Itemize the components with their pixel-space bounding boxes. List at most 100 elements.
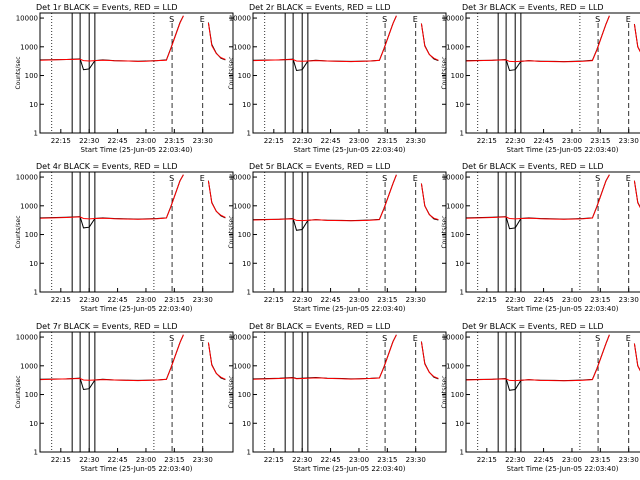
y-tick-label: 1 [34, 289, 38, 297]
series-line-events [466, 174, 640, 230]
y-tick-label: 1 [460, 130, 464, 138]
y-tick-label: 10 [242, 101, 251, 109]
y-tick-label: 1000 [233, 43, 251, 51]
start-annotation: S [169, 174, 174, 183]
start-annotation: S [169, 334, 174, 343]
start-annotation: S [169, 15, 174, 24]
y-tick-label: 1 [460, 449, 464, 457]
x-tick-label: 23:00 [349, 137, 369, 145]
y-tick-label: 10 [455, 420, 464, 428]
y-tick-label: 10000 [442, 15, 464, 23]
panel-title: Det 8r BLACK = Events, RED = LLD [249, 322, 391, 331]
x-axis-label: Start Time (25-Jun-05 22:03:40) [294, 465, 406, 473]
y-axis-label: Counts/sec [441, 375, 448, 408]
detector-panel-2: Det 2r BLACK = Events, RED = LLD S E 1 10 100… [228, 3, 447, 154]
y-tick-label: 10 [455, 101, 464, 109]
series-line-lld [466, 334, 640, 382]
y-tick-label: 10 [242, 260, 251, 268]
y-tick-label: 1000 [20, 202, 38, 210]
y-tick-label: 1000 [446, 202, 464, 210]
y-tick-label: 1000 [233, 362, 251, 370]
x-tick-label: 22:45 [107, 456, 127, 464]
x-tick-label: 22:30 [505, 296, 525, 304]
start-annotation: S [595, 15, 600, 24]
x-tick-label: 23:15 [377, 296, 397, 304]
x-axis-label: Start Time (25-Jun-05 22:03:40) [507, 146, 619, 154]
end-annotation: E [413, 334, 418, 343]
y-tick-label: 100 [451, 72, 464, 80]
x-tick-label: 23:15 [164, 456, 184, 464]
x-tick-label: 22:15 [264, 137, 284, 145]
series-line-lld [253, 15, 439, 63]
y-tick-label: 1 [247, 449, 251, 457]
x-tick-label: 22:15 [477, 456, 497, 464]
x-tick-label: 23:30 [619, 137, 639, 145]
y-tick-label: 10000 [16, 334, 38, 342]
end-annotation: E [413, 174, 418, 183]
y-tick-label: 10000 [442, 174, 464, 182]
y-tick-label: 10 [29, 260, 38, 268]
y-tick-label: 100 [25, 72, 38, 80]
detector-panel-5: Det 5r BLACK = Events, RED = LLD S E 1 10 100… [228, 162, 447, 313]
end-annotation: E [626, 334, 631, 343]
y-tick-label: 1 [460, 289, 464, 297]
y-tick-label: 1000 [20, 43, 38, 51]
x-tick-label: 22:15 [477, 296, 497, 304]
plot-frame [39, 171, 234, 293]
x-tick-label: 23:00 [562, 296, 582, 304]
x-tick-label: 22:30 [79, 296, 99, 304]
panel-title: Det 1r BLACK = Events, RED = LLD [36, 3, 178, 12]
x-axis-label: Start Time (25-Jun-05 22:03:40) [507, 465, 619, 473]
plot-frame [252, 171, 447, 293]
panel-title: Det 7r BLACK = Events, RED = LLD [36, 322, 178, 331]
panel-title: Det 2r BLACK = Events, RED = LLD [249, 3, 391, 12]
x-tick-label: 23:15 [164, 137, 184, 145]
y-tick-label: 1 [247, 130, 251, 138]
y-tick-label: 10000 [16, 15, 38, 23]
plot-frame [252, 12, 447, 134]
end-annotation: E [413, 15, 418, 24]
y-tick-label: 10000 [442, 334, 464, 342]
x-tick-label: 23:00 [349, 456, 369, 464]
y-tick-label: 1 [247, 289, 251, 297]
x-tick-label: 22:45 [320, 456, 340, 464]
series-line-events [253, 334, 439, 380]
y-tick-label: 1000 [20, 362, 38, 370]
y-tick-label: 1 [34, 130, 38, 138]
series-line-lld [40, 334, 226, 382]
y-tick-label: 100 [25, 231, 38, 239]
x-tick-label: 22:45 [320, 137, 340, 145]
series-line-events [40, 174, 226, 229]
start-annotation: S [382, 174, 387, 183]
y-tick-label: 100 [451, 231, 464, 239]
series-line-events [40, 334, 226, 391]
x-tick-label: 23:00 [349, 296, 369, 304]
y-tick-label: 100 [451, 391, 464, 399]
y-axis-label: Counts/sec [228, 215, 235, 248]
x-tick-label: 23:15 [164, 296, 184, 304]
detector-panel-6: Det 6r BLACK = Events, RED = LLD S E 1 10 100… [441, 162, 640, 313]
end-annotation: E [626, 174, 631, 183]
x-tick-label: 22:45 [533, 456, 553, 464]
y-tick-label: 100 [25, 391, 38, 399]
series-line-lld [466, 174, 640, 220]
x-tick-label: 22:15 [51, 137, 71, 145]
plot-frame [465, 331, 640, 453]
y-axis-label: Counts/sec [228, 56, 235, 89]
y-tick-label: 100 [238, 391, 251, 399]
x-tick-label: 23:15 [590, 296, 610, 304]
y-tick-label: 10 [455, 260, 464, 268]
series-line-lld [40, 174, 226, 220]
x-axis-label: Start Time (25-Jun-05 22:03:40) [294, 146, 406, 154]
plot-frame [465, 171, 640, 293]
x-tick-label: 23:30 [619, 456, 639, 464]
x-tick-label: 22:15 [51, 456, 71, 464]
y-axis-label: Counts/sec [15, 56, 22, 89]
x-tick-label: 22:15 [477, 137, 497, 145]
x-tick-label: 23:30 [193, 456, 213, 464]
detector-panel-1: Det 1r BLACK = Events, RED = LLD S E 1 10 100… [15, 3, 234, 154]
plot-frame [465, 12, 640, 134]
y-tick-label: 100 [238, 231, 251, 239]
x-tick-label: 22:45 [533, 137, 553, 145]
plot-frame [39, 12, 234, 134]
